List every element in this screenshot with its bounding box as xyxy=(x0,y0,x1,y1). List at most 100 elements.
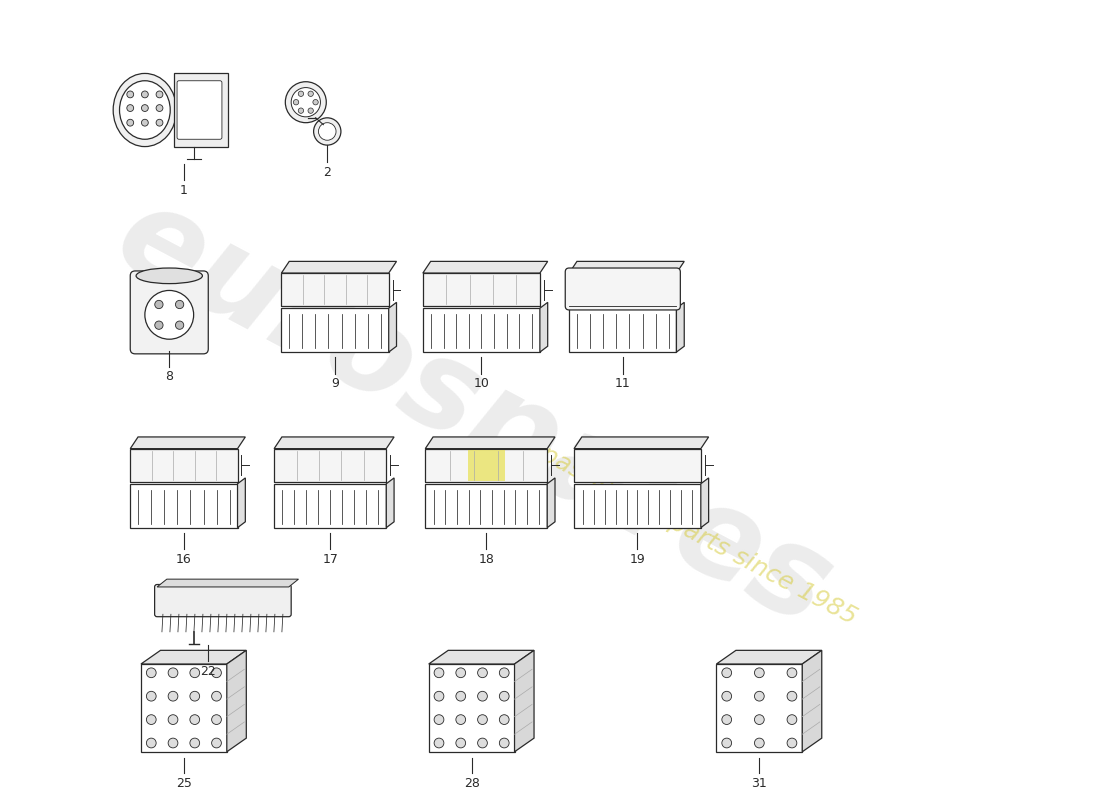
Text: 11: 11 xyxy=(615,378,630,390)
FancyBboxPatch shape xyxy=(716,664,802,752)
Ellipse shape xyxy=(176,300,184,309)
Ellipse shape xyxy=(126,105,134,111)
Ellipse shape xyxy=(499,668,509,678)
Ellipse shape xyxy=(211,691,221,701)
Ellipse shape xyxy=(722,714,732,725)
Text: 2: 2 xyxy=(323,166,331,178)
FancyBboxPatch shape xyxy=(130,484,238,528)
Ellipse shape xyxy=(146,668,156,678)
Ellipse shape xyxy=(434,691,444,701)
Text: 22: 22 xyxy=(200,665,216,678)
Polygon shape xyxy=(141,650,246,664)
Polygon shape xyxy=(388,302,396,352)
Text: 8: 8 xyxy=(165,370,174,383)
Ellipse shape xyxy=(142,91,148,98)
Ellipse shape xyxy=(298,91,304,97)
Ellipse shape xyxy=(156,91,163,98)
Ellipse shape xyxy=(155,300,163,309)
Polygon shape xyxy=(701,478,708,528)
FancyBboxPatch shape xyxy=(177,81,222,139)
Polygon shape xyxy=(547,478,556,528)
FancyBboxPatch shape xyxy=(274,484,386,528)
Polygon shape xyxy=(227,650,246,752)
Text: 10: 10 xyxy=(473,378,490,390)
Ellipse shape xyxy=(176,321,184,330)
FancyBboxPatch shape xyxy=(282,273,388,306)
FancyBboxPatch shape xyxy=(569,308,676,352)
Ellipse shape xyxy=(145,290,194,339)
FancyBboxPatch shape xyxy=(174,73,228,147)
Text: 9: 9 xyxy=(331,378,339,390)
Ellipse shape xyxy=(146,714,156,725)
FancyBboxPatch shape xyxy=(565,268,680,310)
FancyBboxPatch shape xyxy=(429,664,515,752)
Ellipse shape xyxy=(294,99,299,105)
Ellipse shape xyxy=(755,714,764,725)
Ellipse shape xyxy=(477,738,487,748)
Text: eurospares: eurospares xyxy=(97,174,850,652)
Ellipse shape xyxy=(120,81,170,139)
Ellipse shape xyxy=(126,119,134,126)
Ellipse shape xyxy=(722,738,732,748)
Ellipse shape xyxy=(319,122,336,140)
Ellipse shape xyxy=(755,668,764,678)
FancyBboxPatch shape xyxy=(282,308,388,352)
FancyBboxPatch shape xyxy=(141,664,227,752)
Text: 31: 31 xyxy=(751,777,767,790)
FancyBboxPatch shape xyxy=(130,449,238,482)
Ellipse shape xyxy=(434,668,444,678)
Ellipse shape xyxy=(308,108,314,114)
Text: 1: 1 xyxy=(180,184,188,197)
Ellipse shape xyxy=(455,668,465,678)
Text: 16: 16 xyxy=(176,553,191,566)
Ellipse shape xyxy=(308,91,314,97)
Ellipse shape xyxy=(298,108,304,114)
Text: 19: 19 xyxy=(629,553,646,566)
Ellipse shape xyxy=(126,91,134,98)
Ellipse shape xyxy=(190,738,199,748)
Ellipse shape xyxy=(722,691,732,701)
Ellipse shape xyxy=(477,691,487,701)
Ellipse shape xyxy=(146,738,156,748)
Ellipse shape xyxy=(314,118,341,145)
Ellipse shape xyxy=(788,691,796,701)
FancyBboxPatch shape xyxy=(274,449,386,482)
Ellipse shape xyxy=(190,691,199,701)
Ellipse shape xyxy=(434,714,444,725)
Polygon shape xyxy=(130,437,245,449)
Ellipse shape xyxy=(788,668,796,678)
Ellipse shape xyxy=(788,738,796,748)
Ellipse shape xyxy=(168,714,178,725)
Polygon shape xyxy=(569,262,684,273)
Ellipse shape xyxy=(211,668,221,678)
Polygon shape xyxy=(515,650,534,752)
Ellipse shape xyxy=(292,87,320,117)
Ellipse shape xyxy=(285,82,327,122)
FancyBboxPatch shape xyxy=(569,273,676,306)
Ellipse shape xyxy=(434,738,444,748)
Polygon shape xyxy=(574,437,708,449)
Ellipse shape xyxy=(155,321,163,330)
Ellipse shape xyxy=(156,105,163,111)
Ellipse shape xyxy=(211,714,221,725)
Polygon shape xyxy=(429,650,534,664)
Ellipse shape xyxy=(788,714,796,725)
Ellipse shape xyxy=(156,119,163,126)
Ellipse shape xyxy=(190,668,199,678)
Ellipse shape xyxy=(755,691,764,701)
FancyBboxPatch shape xyxy=(426,484,547,528)
Ellipse shape xyxy=(168,668,178,678)
Ellipse shape xyxy=(136,268,202,284)
Polygon shape xyxy=(426,437,556,449)
Ellipse shape xyxy=(146,691,156,701)
Ellipse shape xyxy=(455,714,465,725)
Ellipse shape xyxy=(113,74,177,146)
Ellipse shape xyxy=(312,99,318,105)
Text: 18: 18 xyxy=(478,553,494,566)
Text: a passion for parts since 1985: a passion for parts since 1985 xyxy=(516,431,860,630)
Ellipse shape xyxy=(722,668,732,678)
Ellipse shape xyxy=(499,691,509,701)
FancyBboxPatch shape xyxy=(422,273,540,306)
FancyBboxPatch shape xyxy=(130,271,208,354)
Ellipse shape xyxy=(168,691,178,701)
